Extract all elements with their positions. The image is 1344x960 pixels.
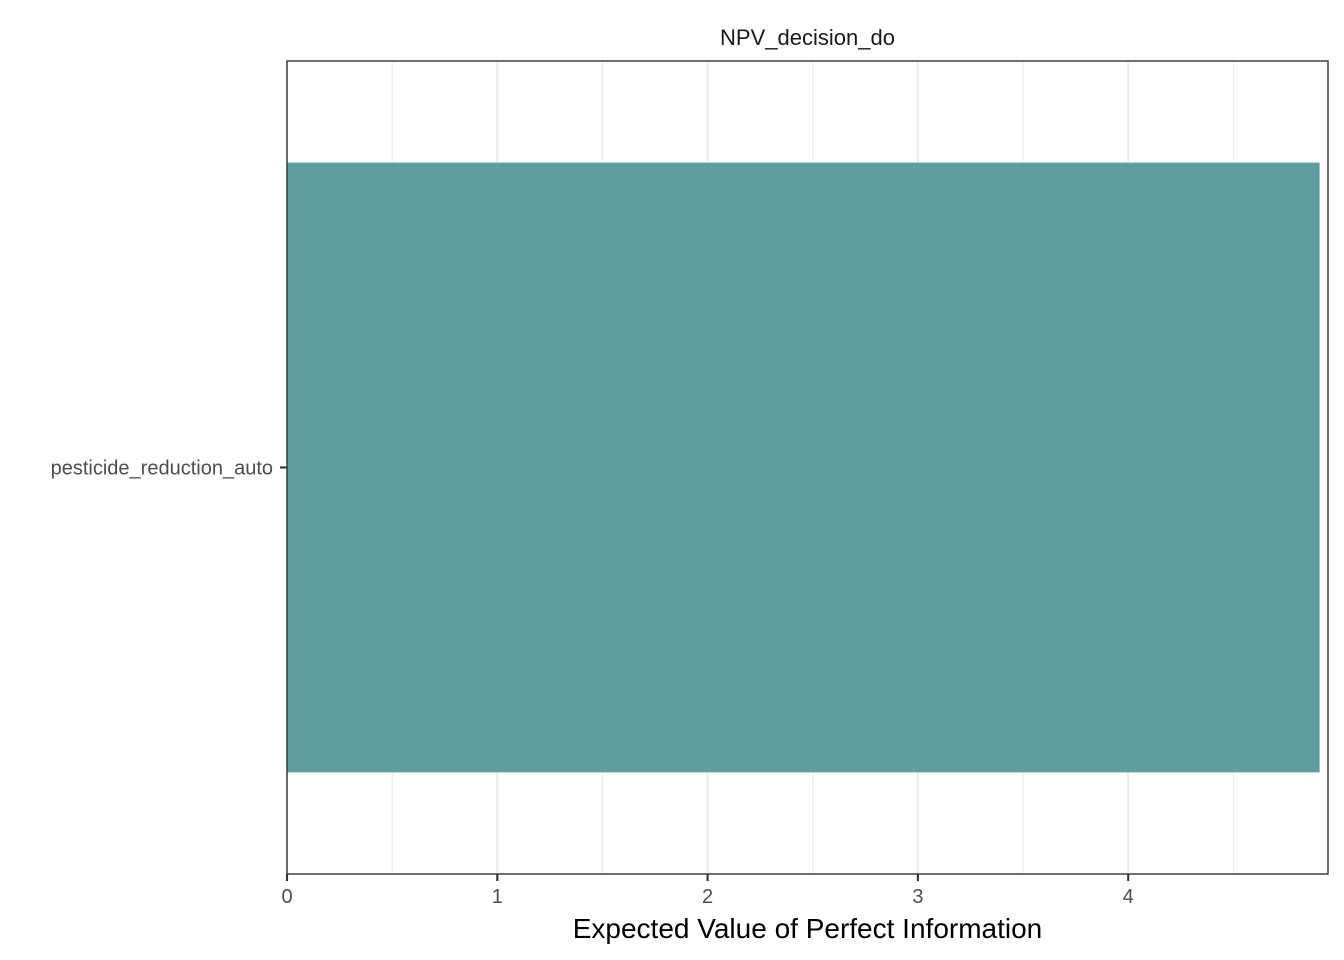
y-tick-label: pesticide_reduction_auto — [51, 458, 273, 480]
x-tick-label: 4 — [1123, 886, 1134, 908]
x-tick-label: 1 — [492, 886, 503, 908]
x-axis-ticks: 0 1 2 3 4 — [281, 874, 1134, 908]
x-axis-title: Expected Value of Perfect Information — [573, 913, 1043, 944]
x-tick-label: 2 — [702, 886, 713, 908]
x-tick-label: 0 — [281, 886, 292, 908]
bar — [287, 162, 1320, 773]
y-axis-ticks: pesticide_reduction_auto — [51, 458, 287, 480]
x-tick-label: 3 — [912, 886, 923, 908]
bars — [287, 162, 1320, 773]
facet-title: NPV_decision_do — [720, 25, 895, 50]
